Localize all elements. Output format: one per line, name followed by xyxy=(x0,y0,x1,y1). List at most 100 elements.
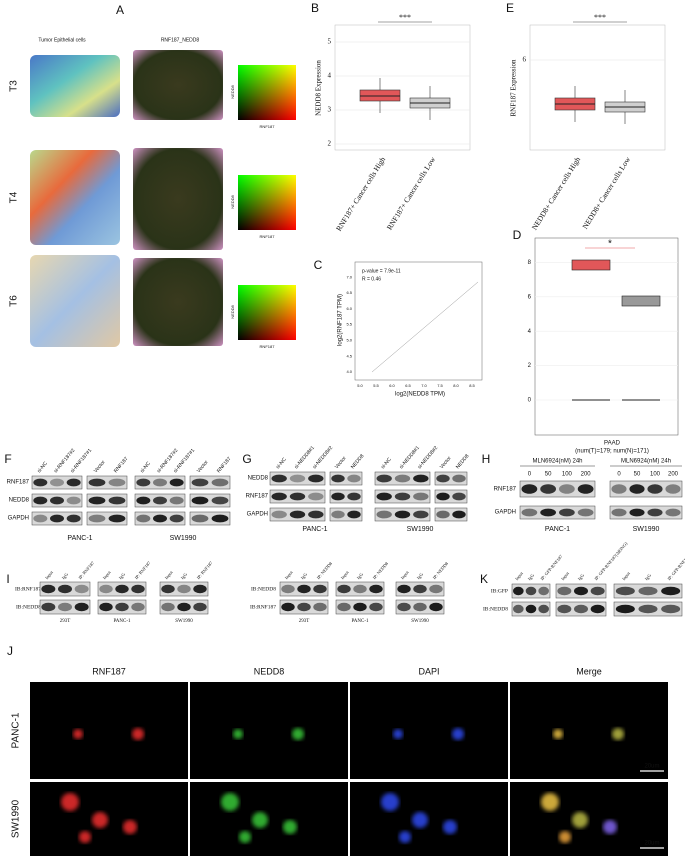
blot-band xyxy=(33,496,48,505)
blot-band xyxy=(271,492,287,501)
blot-band xyxy=(289,510,306,519)
x-axis-title: log2(NEDD8 TPM) xyxy=(395,392,445,398)
legend-axis-label: RNF187 xyxy=(260,344,276,349)
lane-label: si-NC xyxy=(36,460,49,474)
blot-row-label: NEDD8 xyxy=(9,498,30,504)
lane-label: IP: NEDD8 xyxy=(316,560,334,580)
channel-title: DAPI xyxy=(418,666,439,676)
blot-band xyxy=(376,474,392,483)
spatial-map xyxy=(133,50,223,120)
blot-band xyxy=(413,510,429,519)
blot-band xyxy=(647,508,663,517)
plot-area xyxy=(354,261,483,381)
blot-band xyxy=(413,602,427,612)
blot-band xyxy=(629,508,645,517)
lane-label: IgG xyxy=(61,571,70,580)
y-axis-title: NEDD8 Expression xyxy=(315,60,323,116)
row-label: T3 xyxy=(9,80,20,92)
scale-label: 20um xyxy=(644,764,659,770)
blot-band xyxy=(74,602,89,612)
lane-label: Input xyxy=(102,569,112,580)
blot-band xyxy=(665,508,681,517)
legend-axis-label: NEDD8 xyxy=(230,84,235,98)
lane-label: IP: RNF187 xyxy=(134,560,152,581)
blot-band xyxy=(331,510,345,519)
channel-title: NEDD8 xyxy=(254,666,285,676)
dose-label: 100 xyxy=(650,472,661,478)
blot-band xyxy=(308,474,324,483)
significance: *** xyxy=(399,13,411,22)
blot-band xyxy=(347,492,361,501)
y-tick-label: 5.0 xyxy=(346,337,352,342)
blot-strip xyxy=(134,475,186,490)
trend-line xyxy=(371,281,479,373)
panel-label: J xyxy=(7,644,13,658)
blot-band xyxy=(521,508,538,517)
row-label: T6 xyxy=(9,295,20,307)
cell-signal xyxy=(123,820,137,834)
cell-line-label: SW1990 xyxy=(411,619,429,624)
blot-band xyxy=(115,602,129,612)
panel-label: F xyxy=(4,452,11,466)
blot-band xyxy=(577,484,594,494)
blot-band xyxy=(99,584,113,594)
lane-label: Vector xyxy=(439,455,453,470)
blot-band xyxy=(590,604,605,614)
blot-band xyxy=(429,584,443,594)
blot-band xyxy=(153,478,167,487)
scale-label: 20um xyxy=(644,841,659,847)
blot-band xyxy=(413,584,427,594)
blot-band xyxy=(540,508,556,517)
dose-label: 50 xyxy=(634,472,641,478)
column-title: RNF187_NEDD8 xyxy=(161,37,200,43)
y-tick-label: 2 xyxy=(328,140,332,148)
channel-title: Merge xyxy=(576,666,602,676)
y-axis-title: RNF187 Expression xyxy=(510,59,518,116)
blot-band xyxy=(557,586,572,596)
y-tick-label: 8 xyxy=(528,260,532,266)
lane-label: RNF187 xyxy=(216,456,233,474)
blot-strip xyxy=(374,471,431,486)
lane-label: Vector xyxy=(196,459,210,474)
blot-band xyxy=(99,602,113,612)
blot-band xyxy=(629,484,645,494)
blot-band xyxy=(297,602,311,612)
lane-label: NEDD8 xyxy=(350,453,366,470)
lane-label: Input xyxy=(560,570,570,581)
x-category-label: RNF187+ Cancer cells Low xyxy=(385,155,438,232)
x-category-label: NEDD8+ Cancer cells High xyxy=(530,155,582,232)
blot-band xyxy=(376,510,392,519)
legend-axis-label: RNF187 xyxy=(260,234,276,239)
blot-row-label: IB:NEDD8 xyxy=(483,606,508,612)
cell-signal xyxy=(61,793,79,811)
blot-band xyxy=(513,604,524,614)
plot-area xyxy=(334,24,471,151)
row-label: T4 xyxy=(9,191,20,203)
blot-band xyxy=(308,492,324,501)
annotation: p-value = 7.9e-11 xyxy=(362,268,401,274)
cell-signal xyxy=(541,793,559,811)
dose-label: 200 xyxy=(581,472,592,478)
blot-row-label: IB:NEDD8 xyxy=(16,604,41,610)
lane-label: IgG xyxy=(300,571,309,580)
blot-band xyxy=(211,514,229,523)
y-tick-label: 0 xyxy=(528,398,532,404)
lane-label: si-NC xyxy=(380,456,393,470)
lane-label: IgG xyxy=(416,571,425,580)
column-title: Tumor Epithelial cells xyxy=(38,37,86,43)
blot-band xyxy=(397,584,411,594)
lane-label: IgG xyxy=(118,571,127,580)
dose-label: 200 xyxy=(668,472,679,478)
cell-signal xyxy=(221,793,239,811)
cell-signal xyxy=(393,729,403,739)
blot-band xyxy=(66,496,81,505)
panel-label: I xyxy=(6,572,9,586)
channel-title: RNF187 xyxy=(92,666,126,676)
x-tick-label: 5.5 xyxy=(373,383,379,388)
blot-strip xyxy=(335,581,385,597)
y-tick-label: 4.0 xyxy=(346,369,352,374)
blot-band xyxy=(376,492,392,501)
annotation: R = 0.46 xyxy=(362,276,381,282)
blot-band xyxy=(394,474,411,483)
blot-band xyxy=(521,484,538,494)
